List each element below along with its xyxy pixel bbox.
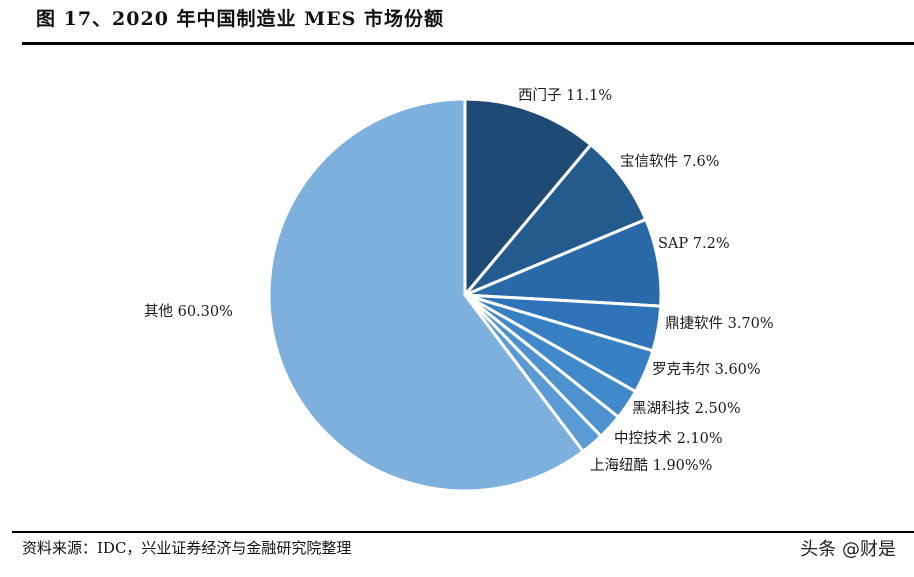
pie-slice: [267, 97, 585, 493]
source-note: 资料来源：IDC，兴业证券经济与金融研究院整理: [22, 539, 352, 557]
slice-label: 其他 60.30%: [144, 304, 233, 320]
slice-label: 罗克韦尔 3.60%: [652, 362, 761, 378]
slice-label: 西门子 11.1%: [518, 88, 613, 104]
pie-slice: [463, 143, 648, 297]
pie-slice: [463, 97, 593, 297]
slice-label: 黑湖科技 2.50%: [632, 401, 741, 417]
chart-title: 图 17、2020 年中国制造业 MES 市场份额: [36, 8, 445, 30]
slice-label: 中控技术 2.10%: [614, 431, 723, 447]
watermark: 头条 @财是: [800, 539, 896, 560]
slice-label: 鼎捷软件 3.70%: [665, 316, 774, 332]
slice-label: SAP 7.2%: [658, 236, 730, 252]
slice-label: 上海纽酷 1.90%%: [590, 458, 713, 474]
footer-divider: [12, 531, 914, 533]
title-divider: [22, 42, 914, 45]
slice-label: 宝信软件 7.6%: [620, 154, 720, 170]
